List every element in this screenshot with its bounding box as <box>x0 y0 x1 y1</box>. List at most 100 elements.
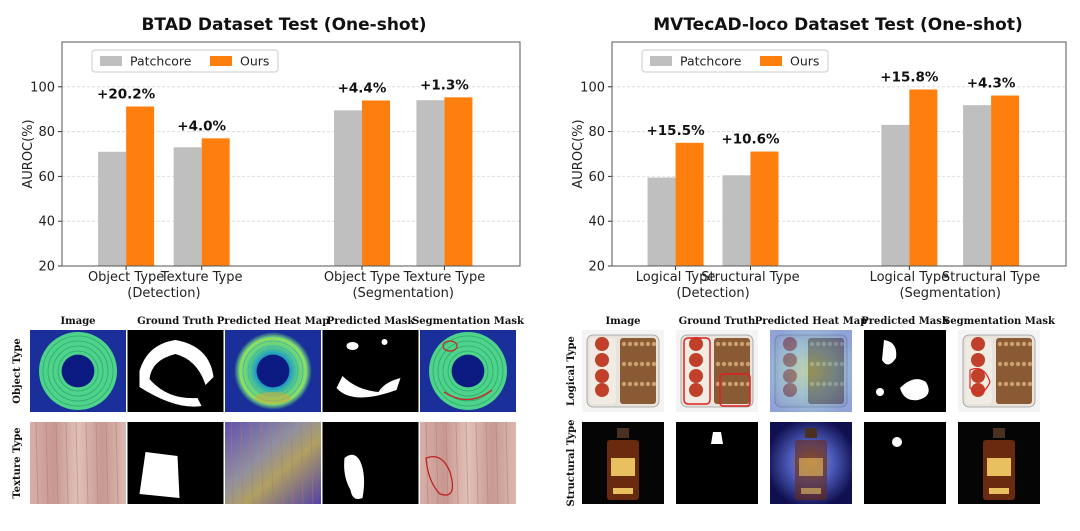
tick-label-y: 100 <box>30 80 55 95</box>
bar-patchcore <box>416 100 445 267</box>
thumb-1-4 <box>958 422 1040 504</box>
row-label: Texture Type <box>12 427 23 498</box>
thumb-1-0 <box>582 422 664 504</box>
y-axis-label: AUROC(%) <box>571 119 586 188</box>
bar-ours <box>126 106 155 267</box>
legend-box <box>641 49 829 73</box>
column-header: Ground Truth <box>137 316 214 327</box>
bar-ours <box>444 97 473 266</box>
tick-label-x: Logical Type <box>636 270 716 285</box>
thumb-1-2 <box>225 421 321 505</box>
thumb-0-2 <box>225 330 321 412</box>
thumb-0-3 <box>322 330 419 412</box>
column-header: Predicted Heat Map <box>217 316 329 327</box>
thumb-0-1 <box>676 330 758 412</box>
tick-label-y: 60 <box>588 170 605 185</box>
tick-label-y: 20 <box>38 260 55 275</box>
column-header: Predicted Mask <box>327 316 416 327</box>
column-header: Segmentation Mask <box>412 316 525 327</box>
data-label: +20.2% <box>97 87 156 103</box>
data-label: +4.0% <box>177 118 226 134</box>
tick-label-x: Object Type <box>88 270 164 285</box>
thumb-1-3 <box>322 422 419 504</box>
group-label: (Detection) <box>676 286 749 301</box>
bar-patchcore <box>333 110 362 266</box>
thumb-1-4 <box>420 421 516 505</box>
tick-label-y: 40 <box>38 215 55 230</box>
legend: Patchcore Ours <box>91 49 279 73</box>
thumb-1-3 <box>864 422 946 504</box>
image-panel-1: Image Ground Truth Predicted Heat MapPredi… <box>12 316 525 505</box>
plot-frame <box>611 41 1067 267</box>
row-label: Structural Type <box>566 420 577 507</box>
tick-label-x: Object Type <box>324 270 400 285</box>
thumb-1-1 <box>127 422 224 504</box>
tick-label-y: 80 <box>588 125 605 140</box>
data-label: +4.3% <box>967 76 1016 92</box>
chart-title: MVTecAD-loco Dataset Test (One-shot) <box>653 15 1022 35</box>
bar-patchcore <box>647 177 676 266</box>
tick-label-x: Structural Type <box>942 270 1040 285</box>
column-header: Image <box>60 316 95 327</box>
column-header: Ground Truth <box>679 316 756 327</box>
tick-label-y: 80 <box>38 125 55 140</box>
data-label: +1.3% <box>420 77 469 93</box>
legend-swatch <box>760 56 782 66</box>
legend: Patchcore Ours <box>641 49 829 73</box>
thumb-0-4 <box>420 330 516 412</box>
row-label: Logical Type <box>566 336 577 406</box>
thumb-0-1 <box>127 330 224 412</box>
thumb-1-0 <box>30 421 126 505</box>
tick-label-x: Texture Type <box>160 270 243 285</box>
bar-ours <box>991 95 1020 266</box>
data-label: +15.5% <box>646 123 705 139</box>
group-label: (Segmentation) <box>899 286 1001 301</box>
bar-patchcore <box>722 175 751 266</box>
thumb-0-3 <box>864 330 946 412</box>
legend-label: Patchcore <box>680 54 742 69</box>
tick-label-y: 60 <box>38 170 55 185</box>
plot-frame <box>61 41 521 267</box>
data-label: +4.4% <box>338 80 387 96</box>
bar-ours <box>909 89 938 266</box>
legend-label: Ours <box>790 54 819 69</box>
thumb-0-4 <box>958 330 1040 412</box>
column-header: Image <box>605 316 640 327</box>
legend-swatch <box>210 56 232 66</box>
thumb-1-1 <box>676 422 758 504</box>
data-label: +15.8% <box>880 69 939 85</box>
column-header: Predicted Mask <box>861 316 950 327</box>
legend-label: Patchcore <box>130 54 192 69</box>
tick-label-y: 40 <box>588 215 605 230</box>
bar-ours <box>201 138 230 266</box>
bar-patchcore <box>963 105 992 266</box>
group-label: (Detection) <box>127 286 200 301</box>
image-panel-2: Image Ground Truth Predicted Heat MapPredi… <box>566 316 1056 506</box>
group-label: (Segmentation) <box>352 286 454 301</box>
thumb-1-2 <box>770 422 852 504</box>
y-axis-label: AUROC(%) <box>21 119 36 188</box>
column-header: Segmentation Mask <box>943 316 1056 327</box>
bar-patchcore <box>173 147 202 266</box>
column-header: Predicted Heat Map <box>755 316 867 327</box>
bar-ours <box>361 100 390 267</box>
chart-title: BTAD Dataset Test (One-shot) <box>141 15 426 35</box>
thumb-0-0 <box>582 330 664 412</box>
bar-patchcore <box>881 124 910 266</box>
legend-swatch <box>100 56 122 66</box>
tick-label-x: Structural Type <box>701 270 799 285</box>
chart-1: BTAD Dataset Test (One-shot) 20 40 60 80 100 A… <box>21 15 521 301</box>
tick-label-x: Texture Type <box>403 270 486 285</box>
data-label: +10.6% <box>721 132 780 148</box>
bar-ours <box>675 142 704 266</box>
legend-box <box>91 49 279 73</box>
tick-label-y: 100 <box>580 80 605 95</box>
thumb-0-2 <box>770 330 852 412</box>
legend-swatch <box>650 56 672 66</box>
thumb-0-0 <box>30 330 126 412</box>
tick-label-x: Logical Type <box>870 270 950 285</box>
bar-patchcore <box>98 151 127 266</box>
row-label: Object Type <box>12 338 23 403</box>
tick-label-y: 20 <box>588 260 605 275</box>
